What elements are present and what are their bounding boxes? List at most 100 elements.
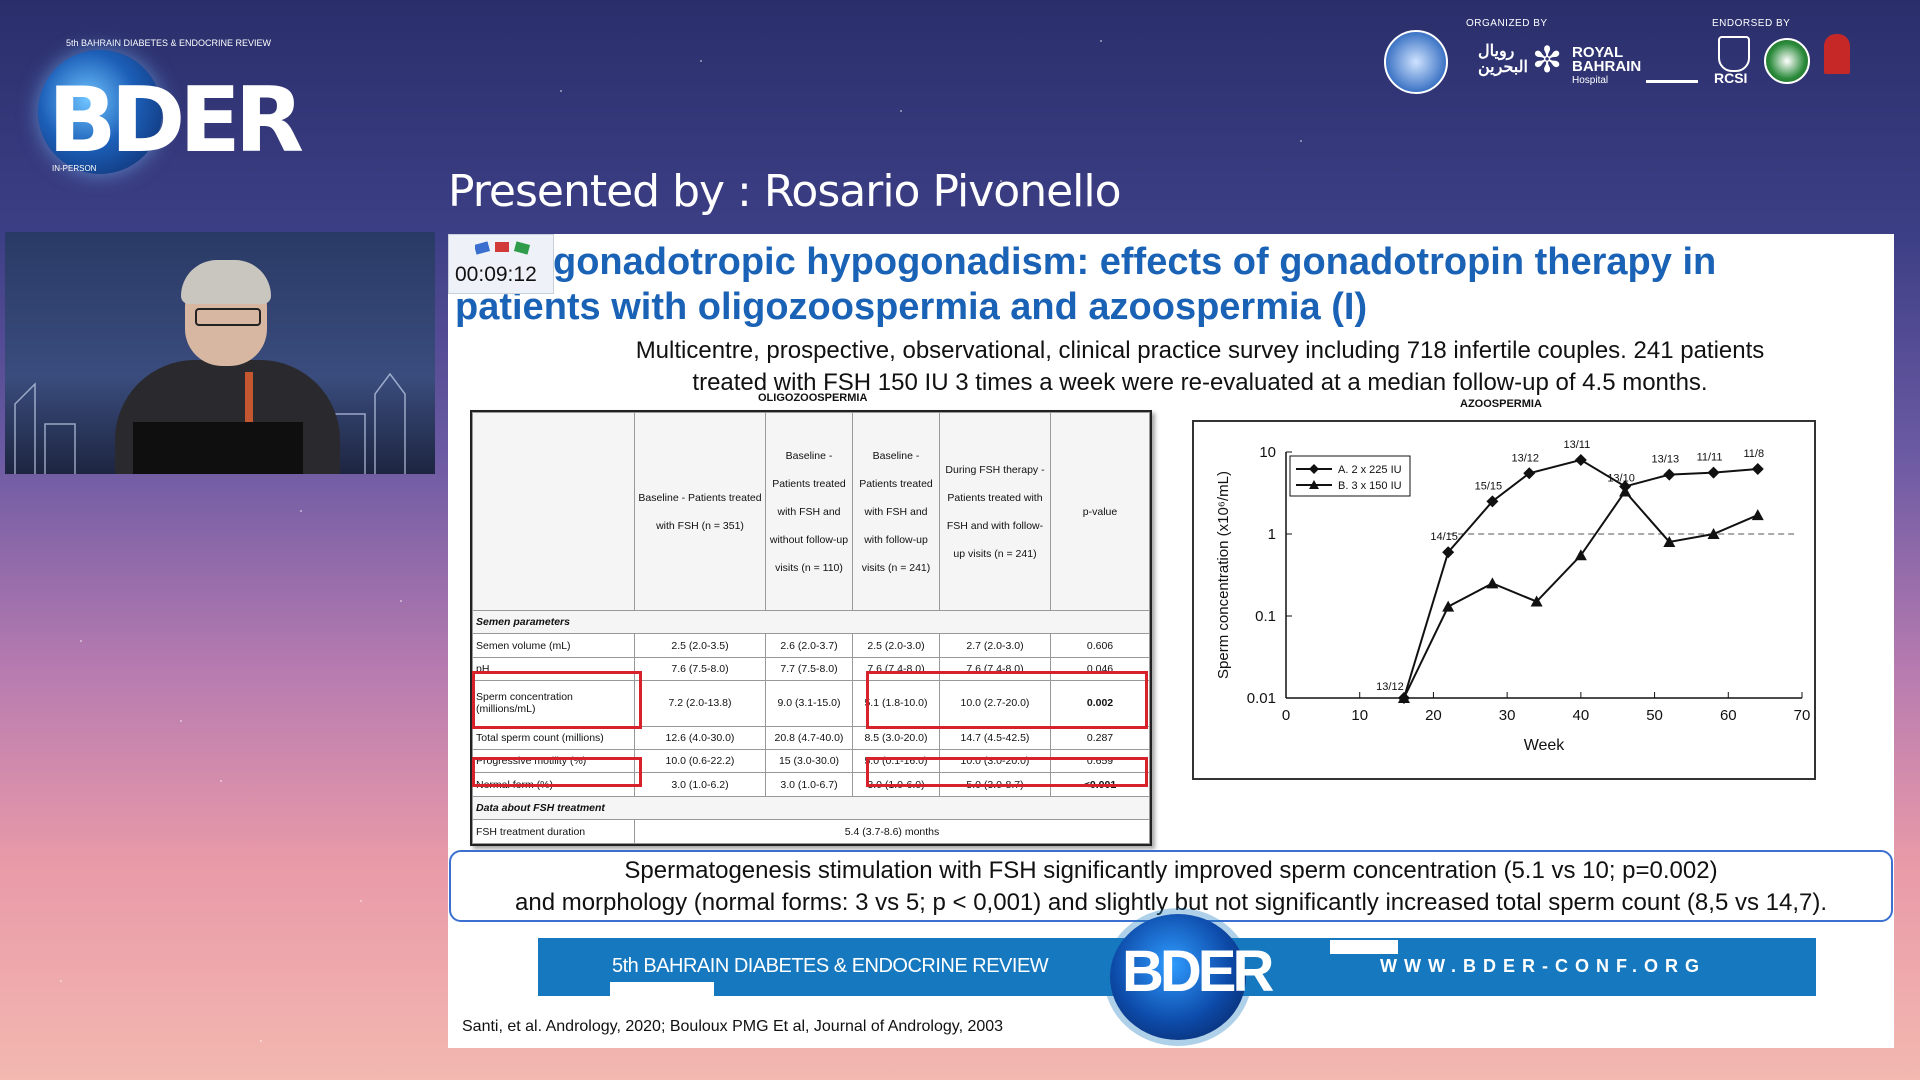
data-point-a	[1486, 495, 1499, 508]
data-point-a	[1523, 467, 1536, 480]
subtitle-line2: treated with FSH 150 IU 3 times a week w…	[692, 369, 1708, 396]
diabetes-society-icon	[1646, 48, 1698, 83]
header-cell: During FSH therapy - Patients treated wi…	[939, 412, 1051, 611]
slide-title-line1: gonadotropic hypogonadism: effects of go…	[553, 241, 1717, 283]
data-point-b	[1397, 692, 1410, 703]
p-value-cell: 0.606	[1050, 633, 1150, 658]
data-point-a	[1663, 468, 1676, 481]
table-cell: 8.5 (3.0-20.0)	[852, 725, 940, 751]
point-label: 13/13	[1652, 454, 1680, 466]
hospital-line1: ROYAL	[1572, 44, 1624, 61]
medical-seal-icon	[1764, 38, 1810, 84]
sponsor-logos: ORGANIZED BY رويال البحرين ✼ ROYAL BAHRA…	[1384, 18, 1894, 98]
azoospermia-chart: 0 10 20 30 40 50 60 70 10 1 0.1 0.01 Week Sperm conce…	[1192, 420, 1816, 780]
p-value-cell: 0.046	[1050, 656, 1150, 682]
hospital-line3: Hospital	[1572, 75, 1609, 86]
p-value-cell: 0.287	[1050, 725, 1150, 751]
table-cell: 12.6 (4.0-30.0)	[634, 725, 766, 751]
crest-icon	[1718, 36, 1750, 72]
data-point-b	[1751, 509, 1764, 521]
row-label: pH	[472, 656, 635, 682]
data-point-b	[1486, 577, 1499, 589]
section-label: Data about FSH treatment	[472, 795, 1150, 821]
data-point-a	[1751, 463, 1764, 476]
hospital-name: ROYAL BAHRAIN Hospital	[1572, 44, 1642, 88]
table-row: pH 7.6 (7.5-8.0) 7.7 (7.5-8.0) 7.6 (7.4-…	[472, 656, 1150, 682]
footer-conference: 5th BAHRAIN DIABETES & ENDOCRINE REVIEW	[612, 955, 1049, 977]
header-cell: p-value	[1050, 412, 1150, 611]
y-tick-label: 1	[1268, 526, 1276, 543]
data-point-b	[1707, 528, 1720, 539]
snowflake-icon: ✼	[1532, 39, 1563, 80]
table-row: Semen volume (mL) 2.5 (2.0-3.5) 2.6 (2.0…	[472, 633, 1150, 658]
point-label: 14/15	[1430, 531, 1458, 543]
row-label: Total sperm count (millions)	[472, 725, 635, 751]
speaker-glasses	[195, 308, 261, 326]
conference-tag: 5th BAHRAIN DIABETES & ENDOCRINE REVIEW	[66, 38, 272, 48]
references: Santi, et al. Andrology, 2020; Bouloux P…	[462, 1018, 1004, 1035]
header-cell: Baseline - Patients treated with FSH and…	[765, 412, 853, 611]
results-table: Baseline - Patients treated with FSH (n …	[472, 412, 1150, 844]
chart-caption: AZOOSPERMIA	[1460, 398, 1542, 410]
y-axis-label: Sperm concentration (x10⁶/mL)	[1215, 471, 1232, 679]
conclusion-line1: Spermatogenesis stimulation with FSH sig…	[624, 857, 1718, 884]
conclusion-box: Spermatogenesis stimulation with FSH sig…	[449, 850, 1893, 922]
slide-title-line2: patients with oligozoospermia and azoosp…	[455, 286, 1368, 328]
point-label: 13/10	[1607, 472, 1635, 484]
mode-label: IN-PERSON	[52, 164, 97, 173]
data-point-b	[1530, 595, 1543, 607]
table-cell: 2.5 (2.0-3.0)	[852, 633, 940, 658]
y-tick-label: 0.01	[1247, 690, 1276, 707]
table-cell: 5.4 (3.7-8.6) months	[634, 819, 1150, 844]
row-label: Sperm concentration (millions/mL)	[472, 680, 635, 727]
table-cell: 10.0 (0.6-22.2)	[634, 749, 766, 774]
footer-logo-word: BDER	[1122, 939, 1274, 1004]
footer-logo: BDER	[1110, 914, 1274, 1040]
point-label: 13/12	[1376, 681, 1404, 693]
conclusion-line2: and morphology (normal forms: 3 vs 5; p …	[515, 889, 1827, 916]
table-cell: 3.0 (1.0-6.7)	[765, 772, 853, 797]
table-cell: 20.8 (4.7-40.0)	[765, 725, 853, 751]
speaker-hair	[181, 260, 271, 304]
highlight-box	[866, 757, 1148, 787]
presenter-name: Presented by : Rosario Pivonello	[448, 166, 1122, 217]
table-row: FSH treatment duration 5.4 (3.7-8.6) mon…	[472, 819, 1150, 844]
endorsed-by-label: ENDORSED BY	[1712, 18, 1791, 29]
table-caption: OLIGOZOOSPERMIA	[758, 392, 868, 404]
bahrain-society-icon	[1824, 34, 1850, 74]
data-point-b	[1619, 485, 1632, 497]
table-header-row: Baseline - Patients treated with FSH (n …	[472, 412, 1150, 611]
table-cell: 14.7 (4.5-42.5)	[939, 725, 1051, 751]
legend-marker	[1309, 464, 1319, 474]
table-cell: 7.6 (7.4-8.0)	[852, 656, 940, 682]
series-line-b	[1403, 489, 1759, 699]
table-row: Sperm concentration (millions/mL) 7.2 (2…	[472, 680, 1150, 727]
point-label: 13/11	[1563, 439, 1590, 451]
elapsed-time: 00:09:12	[455, 263, 537, 286]
lanyard	[245, 372, 253, 452]
row-label: Semen volume (mL)	[472, 633, 635, 658]
highlight-box	[866, 671, 1148, 729]
y-tick-label: 0.1	[1255, 608, 1276, 625]
x-tick-label: 0	[1282, 707, 1290, 724]
section-row: Semen parameters	[472, 609, 1150, 635]
footer-accent	[610, 982, 714, 996]
slide-subtitle: Multicentre, prospective, observational,…	[520, 335, 1880, 399]
subtitle-line1: Multicentre, prospective, observational,…	[635, 337, 1765, 364]
table-cell: 3.0 (1.0-6.2)	[634, 772, 766, 797]
timer-widget: 00:09:12	[448, 234, 554, 294]
x-axis-label: Week	[1524, 737, 1566, 754]
section-label: Semen parameters	[472, 609, 1150, 635]
table-cell: 2.7 (2.0-3.0)	[939, 633, 1051, 658]
table-cell: 7.7 (7.5-8.0)	[765, 656, 853, 682]
logo-word: BDER	[48, 68, 304, 173]
speaker-video[interactable]	[5, 232, 435, 474]
x-tick-label: 30	[1499, 707, 1516, 724]
highlight-box	[472, 671, 642, 729]
data-point-a	[1707, 466, 1720, 479]
section-row: Data about FSH treatment	[472, 795, 1150, 821]
hospital-line2: BAHRAIN	[1572, 58, 1642, 75]
point-label: 11/11	[1697, 452, 1723, 464]
header-cell: Baseline - Patients treated with FSH and…	[852, 412, 940, 611]
x-tick-label: 70	[1794, 707, 1811, 724]
